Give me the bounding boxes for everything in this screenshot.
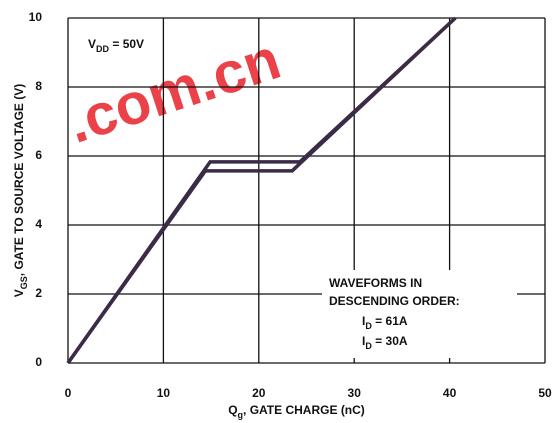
y-axis-label-main: V — [12, 289, 26, 297]
x-tick-label: 50 — [538, 386, 552, 400]
y-axis-label-sub: GS — [19, 276, 29, 289]
legend-item: ID = 30A — [362, 334, 408, 351]
vdd-label: VDD = 50V — [88, 37, 144, 54]
y-tick-label: 10 — [29, 10, 43, 24]
vdd-label-rest: = 50V — [109, 37, 144, 51]
x-axis-label-main: Q — [228, 403, 237, 417]
vdd-label-sub: DD — [96, 44, 109, 54]
legend-item-rest: = 30A — [372, 334, 408, 348]
legend-title: WAVEFORMS IN — [329, 276, 422, 290]
x-tick-label: 40 — [443, 386, 457, 400]
x-axis-label: Qg, GATE CHARGE (nC) — [228, 403, 365, 420]
y-tick-label: 8 — [35, 79, 42, 93]
legend-item-main: I — [362, 314, 365, 328]
y-tick-label: 6 — [35, 148, 42, 162]
legend-title: DESCENDING ORDER: — [329, 294, 460, 308]
y-tick-label: 0 — [35, 355, 42, 369]
legend-item-rest: = 61A — [372, 314, 408, 328]
x-tick-label: 10 — [157, 386, 171, 400]
x-tick-label: 30 — [348, 386, 362, 400]
legend-item-sub: D — [365, 341, 372, 351]
y-axis-label-rest: , GATE TO SOURCE VOLTAGE (V) — [12, 84, 26, 276]
x-axis-label-sub: g — [238, 410, 244, 420]
vdd-label-main: V — [88, 37, 96, 51]
x-tick-label: 20 — [252, 386, 266, 400]
x-tick-label: 0 — [65, 386, 72, 400]
y-axis-label: VGS, GATE TO SOURCE VOLTAGE (V) — [12, 84, 29, 297]
legend-item-sub: D — [365, 321, 372, 331]
legend-box — [322, 270, 517, 358]
legend-item: ID = 61A — [362, 314, 408, 331]
legend-item-main: I — [362, 334, 365, 348]
x-axis-label-rest: , GATE CHARGE (nC) — [243, 403, 365, 417]
series-line — [66, 16, 457, 365]
y-tick-label: 2 — [35, 286, 42, 300]
y-tick-label: 4 — [35, 217, 42, 231]
